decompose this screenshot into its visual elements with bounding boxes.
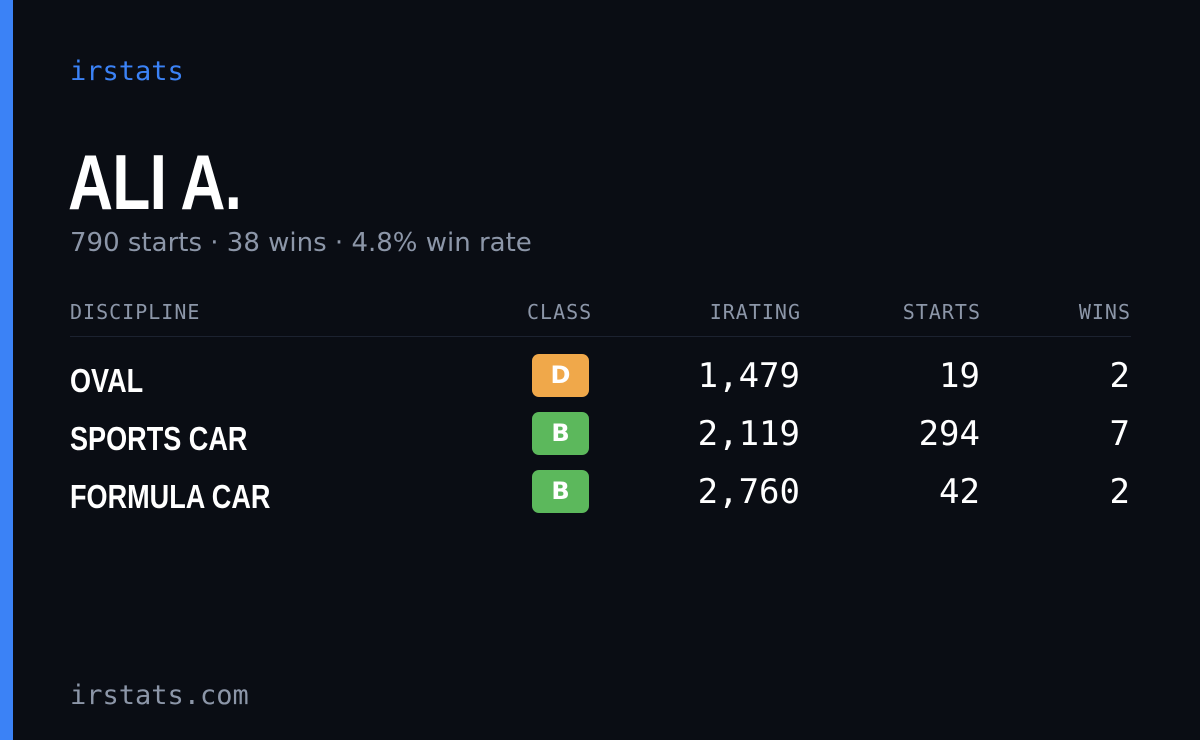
irating-value: 2,119 [697, 414, 800, 454]
header-class: CLASS [527, 300, 593, 324]
table-row: SPORTS CAR B 2,119 294 7 [0, 412, 1200, 470]
header-wins: WINS [1078, 300, 1131, 324]
discipline-name: SPORTS CAR [70, 420, 248, 457]
brand-logo: irstats [70, 56, 184, 87]
starts-value: 42 [939, 472, 980, 512]
starts-value: 19 [939, 356, 980, 396]
header-starts: STARTS [902, 300, 981, 324]
wins-value: 7 [1109, 414, 1130, 454]
wins-value: 2 [1109, 472, 1130, 512]
header-discipline: DISCIPLINE [70, 300, 201, 324]
class-badge: D [532, 354, 589, 397]
wins-value: 2 [1109, 356, 1130, 396]
irating-value: 1,479 [697, 356, 800, 396]
footer-url: irstats.com [70, 680, 249, 711]
header-irating: IRATING [709, 300, 801, 324]
table-row: FORMULA CAR B 2,760 42 2 [0, 470, 1200, 528]
table-row: OVAL D 1,479 19 2 [0, 354, 1200, 412]
accent-bar [0, 0, 13, 740]
driver-name: ALI A. [68, 138, 242, 226]
starts-value: 294 [918, 414, 980, 454]
irating-value: 2,760 [697, 472, 800, 512]
class-badge: B [532, 412, 589, 455]
discipline-name: OVAL [70, 362, 144, 399]
header-divider [70, 336, 1131, 337]
driver-summary: 790 starts · 38 wins · 4.8% win rate [70, 228, 532, 258]
discipline-name: FORMULA CAR [70, 478, 271, 515]
class-badge: B [532, 470, 589, 513]
